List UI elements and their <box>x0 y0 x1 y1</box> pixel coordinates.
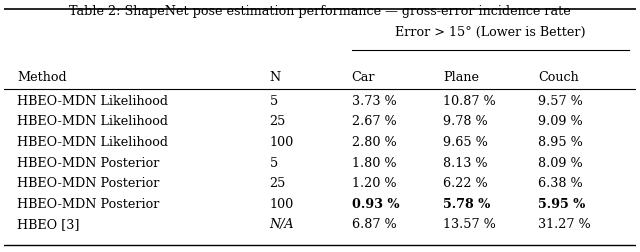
Text: 31.27 %: 31.27 % <box>538 217 591 230</box>
Text: 6.38 %: 6.38 % <box>538 176 582 189</box>
Text: HBEO-MDN Posterior: HBEO-MDN Posterior <box>17 156 159 169</box>
Text: 9.57 %: 9.57 % <box>538 94 583 108</box>
Text: 2.67 %: 2.67 % <box>351 115 396 128</box>
Text: 8.95 %: 8.95 % <box>538 136 583 148</box>
Text: 9.09 %: 9.09 % <box>538 115 582 128</box>
Text: 5: 5 <box>269 156 278 169</box>
Text: HBEO-MDN Posterior: HBEO-MDN Posterior <box>17 197 159 210</box>
Text: 6.22 %: 6.22 % <box>443 176 488 189</box>
Text: 25: 25 <box>269 115 286 128</box>
Text: HBEO-MDN Posterior: HBEO-MDN Posterior <box>17 176 159 189</box>
Text: Table 2: ShapeNet pose estimation performance — gross-error incidence rate: Table 2: ShapeNet pose estimation perfor… <box>69 5 571 18</box>
Text: Method: Method <box>17 71 67 84</box>
Text: 9.65 %: 9.65 % <box>443 136 488 148</box>
Text: 10.87 %: 10.87 % <box>443 94 496 108</box>
Text: 100: 100 <box>269 197 294 210</box>
Text: 3.73 %: 3.73 % <box>351 94 396 108</box>
Text: 1.80 %: 1.80 % <box>351 156 396 169</box>
Text: 2.80 %: 2.80 % <box>351 136 396 148</box>
Text: 100: 100 <box>269 136 294 148</box>
Text: HBEO-MDN Likelihood: HBEO-MDN Likelihood <box>17 136 168 148</box>
Text: 8.09 %: 8.09 % <box>538 156 582 169</box>
Text: 8.13 %: 8.13 % <box>443 156 488 169</box>
Text: 25: 25 <box>269 176 286 189</box>
Text: HBEO [3]: HBEO [3] <box>17 217 79 230</box>
Text: 0.93 %: 0.93 % <box>351 197 399 210</box>
Text: HBEO-MDN Likelihood: HBEO-MDN Likelihood <box>17 115 168 128</box>
Text: 5: 5 <box>269 94 278 108</box>
Text: 13.57 %: 13.57 % <box>443 217 496 230</box>
Text: HBEO-MDN Likelihood: HBEO-MDN Likelihood <box>17 94 168 108</box>
Text: 5.95 %: 5.95 % <box>538 197 585 210</box>
Text: N/A: N/A <box>269 217 294 230</box>
Text: N: N <box>269 71 281 84</box>
Text: Error > 15° (Lower is Better): Error > 15° (Lower is Better) <box>395 26 586 39</box>
Text: Couch: Couch <box>538 71 579 84</box>
Text: 9.78 %: 9.78 % <box>443 115 488 128</box>
Text: Plane: Plane <box>443 71 479 84</box>
Text: 1.20 %: 1.20 % <box>351 176 396 189</box>
Text: 6.87 %: 6.87 % <box>351 217 396 230</box>
Text: Car: Car <box>351 71 375 84</box>
Text: 5.78 %: 5.78 % <box>443 197 490 210</box>
